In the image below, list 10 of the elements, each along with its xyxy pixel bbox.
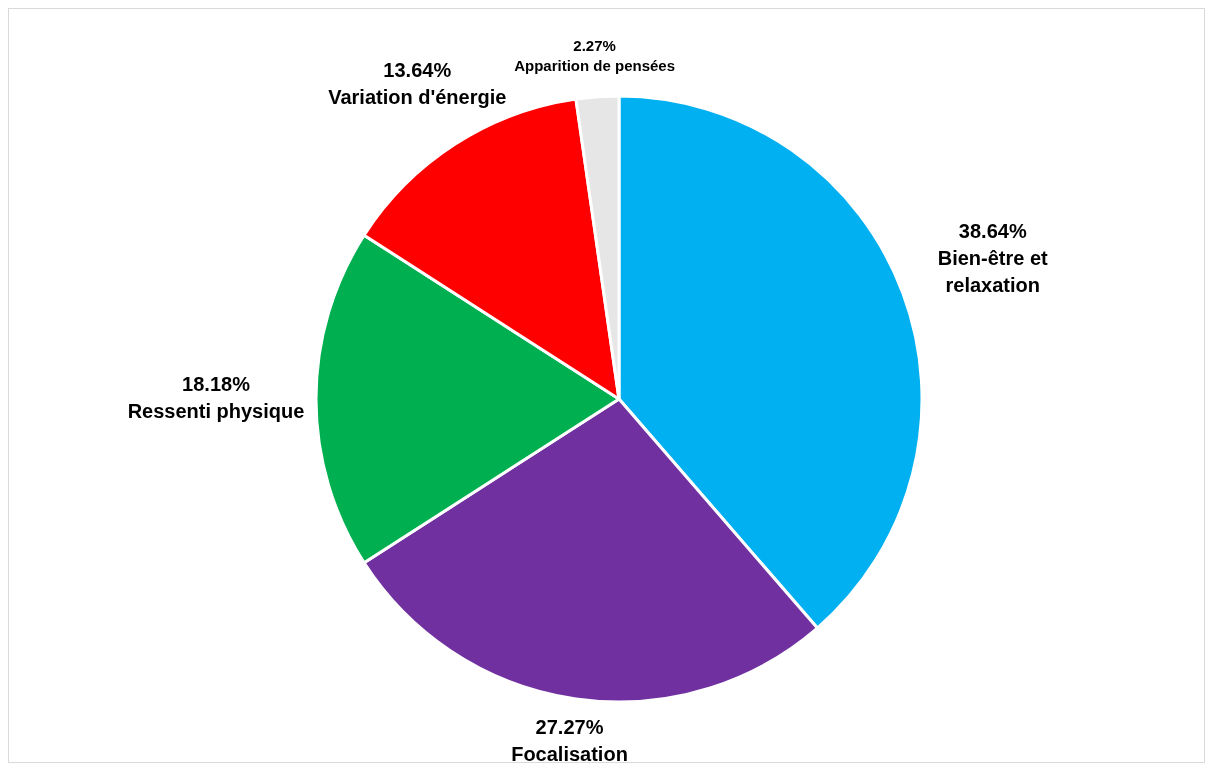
slice-label: Focalisation — [511, 743, 628, 766]
slice-label: Variation d'énergie — [328, 85, 507, 108]
slice-label: Bien-être et relaxation — [937, 246, 1049, 296]
slice-label: Apparition de pensées — [514, 57, 676, 75]
slice-label: Ressenti physique — [127, 399, 305, 422]
data-label: 2.27% — [573, 37, 616, 55]
data-label: 27.27% — [535, 716, 604, 739]
data-label: 13.64% — [383, 58, 452, 81]
data-label: 18.18% — [182, 372, 251, 395]
data-label: 38.64% — [958, 219, 1027, 242]
